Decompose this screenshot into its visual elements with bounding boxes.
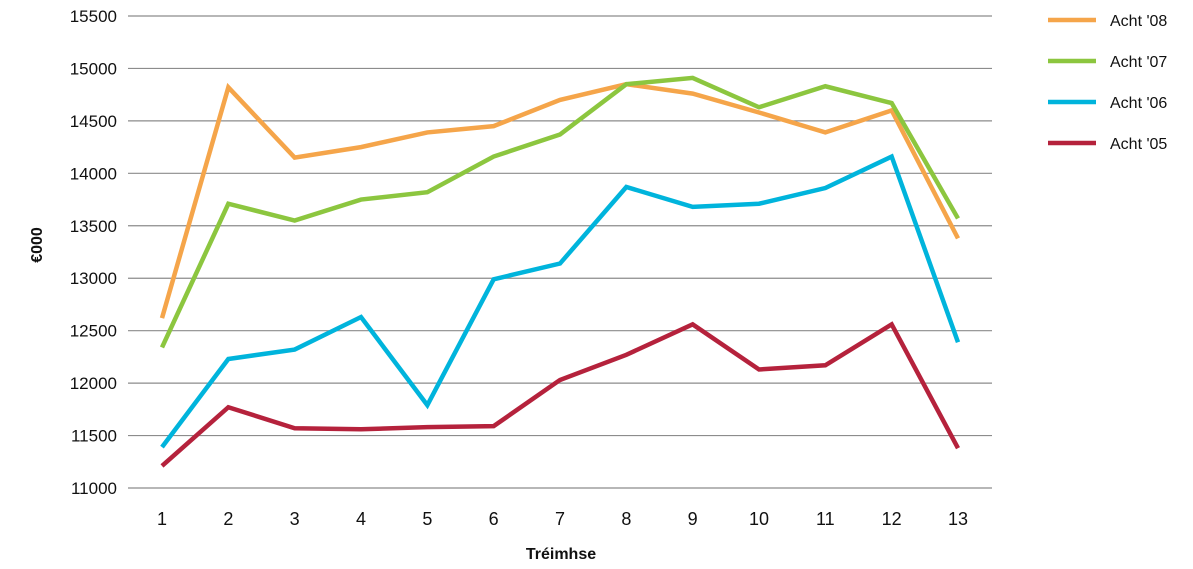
x-tick-label: 13	[948, 509, 968, 529]
x-tick-label: 3	[290, 509, 300, 529]
y-tick-label: 15500	[70, 7, 117, 26]
legend-label: Acht '07	[1110, 54, 1167, 71]
y-tick-label: 13500	[70, 217, 117, 236]
legend-label: Acht '08	[1110, 13, 1167, 30]
x-tick-label: 2	[223, 509, 233, 529]
series-lines	[159, 75, 961, 468]
x-tick-label: 4	[356, 509, 366, 529]
y-tick-label: 12500	[70, 322, 117, 341]
x-tick-label: 5	[422, 509, 432, 529]
series-line	[159, 81, 960, 319]
x-tick-label: 12	[882, 509, 902, 529]
legend-label: Acht '05	[1110, 136, 1167, 153]
series-line	[159, 75, 960, 349]
legend: Acht '08 Acht '07 Acht '06 Acht '05	[1048, 13, 1167, 153]
series-line	[160, 321, 960, 468]
grid-lines	[128, 15, 992, 489]
x-tick-label: 8	[621, 509, 631, 529]
y-tick-label: 13000	[70, 269, 117, 288]
y-tick-label: 11500	[71, 427, 117, 446]
x-tick-label: 6	[489, 509, 499, 529]
y-tick-label: 14000	[70, 164, 117, 183]
x-axis-ticks: 1 2 3 4 5 6 7 8 9 10 11 12 13	[157, 509, 968, 529]
y-axis-label: €000	[29, 227, 46, 263]
y-tick-label: 11000	[71, 479, 117, 498]
x-tick-label: 1	[157, 509, 167, 529]
y-tick-label: 14500	[70, 112, 117, 131]
series-line	[160, 153, 961, 449]
legend-label: Acht '06	[1110, 95, 1167, 112]
x-tick-label: 11	[816, 509, 835, 529]
x-axis-label: Tréimhse	[526, 546, 596, 563]
y-tick-label: 15000	[70, 59, 117, 78]
y-tick-label: 12000	[70, 374, 117, 393]
x-tick-label: 9	[688, 509, 698, 529]
y-axis-ticks: 11000 11500 12000 12500 13000 13500 14000 14500…	[70, 7, 117, 498]
x-tick-label: 10	[749, 509, 769, 529]
x-tick-label: 7	[555, 509, 565, 529]
